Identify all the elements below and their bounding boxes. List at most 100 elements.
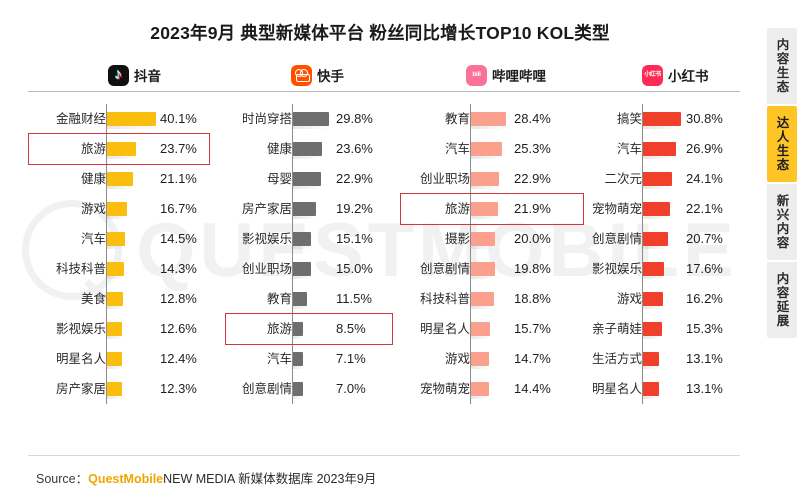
platform-bilibili[interactable]: bili 哔哩哔哩 [466, 60, 546, 90]
category-label: 游戏 [616, 292, 642, 306]
chart-row[interactable]: 美食 12.8% [28, 284, 230, 314]
platform-name: 哔哩哔哩 [492, 69, 546, 84]
chart-row[interactable]: 搞笑 30.8% [570, 104, 756, 134]
chart-row[interactable]: 科技科普 14.3% [28, 254, 230, 284]
chart-row[interactable]: 明星名人 15.7% [398, 314, 584, 344]
xiaohongshu-logo-icon: 小红书 [642, 64, 663, 86]
category-label: 旅游 [266, 322, 292, 336]
sidebar-tab-3[interactable]: 内容延展 [767, 262, 797, 338]
chart-row[interactable]: 旅游 8.5% [222, 314, 406, 344]
platform-name: 小红书 [668, 69, 709, 84]
category-label: 宠物萌宠 [591, 202, 642, 216]
value-label: 29.8% [336, 111, 373, 126]
axis-line [642, 104, 644, 404]
chart-row[interactable]: 生活方式 13.1% [570, 344, 756, 374]
category-label: 创业职场 [419, 172, 470, 186]
value-bar [471, 262, 496, 279]
source-note: Source：QuestMobileNEW MEDIA 新媒体数据库 2023年… [36, 468, 376, 487]
value-bar [643, 172, 673, 189]
value-bar [471, 232, 496, 249]
platform-kuaishou[interactable]: 快手 [291, 60, 344, 90]
value-label: 26.9% [686, 141, 723, 156]
sidebar-tab-0[interactable]: 内容生态 [767, 28, 797, 104]
chart-row[interactable]: 旅游 23.7% [28, 134, 230, 164]
chart-row[interactable]: 亲子萌娃 15.3% [570, 314, 756, 344]
value-bar [293, 292, 308, 309]
value-bar [471, 202, 498, 219]
chart-row[interactable]: 时尚穿搭 29.8% [222, 104, 406, 134]
chart-row[interactable]: 创意剧情 19.8% [398, 254, 584, 284]
chart-row[interactable]: 明星名人 12.4% [28, 344, 230, 374]
value-bar [107, 142, 136, 159]
chart-row[interactable]: 摄影 20.0% [398, 224, 584, 254]
category-label: 汽车 [444, 142, 470, 156]
category-label: 旅游 [80, 142, 106, 156]
value-label: 7.1% [336, 351, 366, 366]
chart-row[interactable]: 影视娱乐 12.6% [28, 314, 230, 344]
value-bar [471, 112, 506, 129]
chart-row[interactable]: 创意剧情 20.7% [570, 224, 756, 254]
chart-row[interactable]: 游戏 16.7% [28, 194, 230, 224]
value-label: 23.7% [160, 141, 197, 156]
value-bar [471, 322, 491, 339]
value-label: 24.1% [686, 171, 723, 186]
chart-row[interactable]: 创意剧情 7.0% [222, 374, 406, 404]
value-bar [643, 322, 662, 339]
chart-row[interactable]: 游戏 16.2% [570, 284, 756, 314]
chart-row[interactable]: 旅游 21.9% [398, 194, 584, 224]
platform-name: 抖音 [134, 69, 161, 84]
value-label: 22.1% [686, 201, 723, 216]
chart-row[interactable]: 影视娱乐 17.6% [570, 254, 756, 284]
axis-line [106, 104, 108, 404]
sidebar-tab-2[interactable]: 新兴内容 [767, 184, 797, 260]
value-bar [293, 382, 303, 399]
value-bar [471, 352, 489, 369]
value-label: 20.0% [514, 231, 551, 246]
sidebar-tab-label: 新兴内容 [774, 194, 789, 250]
chart-row[interactable]: 教育 28.4% [398, 104, 584, 134]
chart-row[interactable]: 明星名人 13.1% [570, 374, 756, 404]
chart-row[interactable]: 汽车 26.9% [570, 134, 756, 164]
chart-row[interactable]: 影视娱乐 15.1% [222, 224, 406, 254]
chart-column-小红书: 搞笑 30.8% 汽车 26.9% 二次元 24.1% 宠物萌宠 22.1% 创意剧情 20.7%… [570, 104, 756, 404]
chart-row[interactable]: 创业职场 22.9% [398, 164, 584, 194]
chart-row[interactable]: 健康 21.1% [28, 164, 230, 194]
category-label: 二次元 [604, 172, 642, 186]
chart-row[interactable]: 宠物萌宠 14.4% [398, 374, 584, 404]
chart-row[interactable]: 健康 23.6% [222, 134, 406, 164]
category-label: 教育 [266, 292, 292, 306]
chart-row[interactable]: 母婴 22.9% [222, 164, 406, 194]
chart-row[interactable]: 教育 11.5% [222, 284, 406, 314]
platform-xiaohongshu[interactable]: 小红书 小红书 [642, 60, 709, 90]
category-label: 游戏 [80, 202, 106, 216]
value-bar [107, 352, 123, 369]
chart-row[interactable]: 房产家居 19.2% [222, 194, 406, 224]
platform-douyin[interactable]: ♪ 抖音 [108, 60, 161, 90]
chart-row[interactable]: 游戏 14.7% [398, 344, 584, 374]
category-label: 母婴 [266, 172, 292, 186]
value-label: 7.0% [336, 381, 366, 396]
value-label: 22.9% [336, 171, 373, 186]
chart-row[interactable]: 创业职场 15.0% [222, 254, 406, 284]
category-label: 影视娱乐 [241, 232, 292, 246]
chart-row[interactable]: 汽车 7.1% [222, 344, 406, 374]
value-bar [471, 142, 502, 159]
header-divider [28, 91, 740, 92]
value-label: 28.4% [514, 111, 551, 126]
value-label: 12.6% [160, 321, 197, 336]
chart-row[interactable]: 金融财经 40.1% [28, 104, 230, 134]
chart-row[interactable]: 汽车 14.5% [28, 224, 230, 254]
chart-row[interactable]: 房产家居 12.3% [28, 374, 230, 404]
value-bar [107, 292, 123, 309]
chart-row[interactable]: 汽车 25.3% [398, 134, 584, 164]
value-label: 12.8% [160, 291, 197, 306]
category-label: 生活方式 [591, 352, 642, 366]
chart-row[interactable]: 宠物萌宠 22.1% [570, 194, 756, 224]
value-bar [471, 172, 499, 189]
category-label: 科技科普 [419, 292, 470, 306]
chart-row[interactable]: 科技科普 18.8% [398, 284, 584, 314]
value-label: 25.3% [514, 141, 551, 156]
value-bar [643, 292, 663, 309]
chart-row[interactable]: 二次元 24.1% [570, 164, 756, 194]
sidebar-tab-1[interactable]: 达人生态 [767, 106, 797, 182]
